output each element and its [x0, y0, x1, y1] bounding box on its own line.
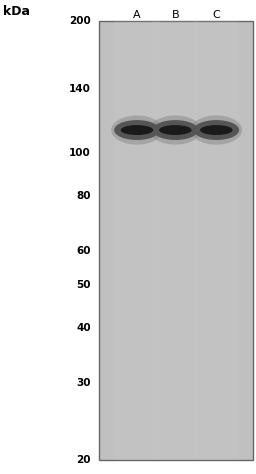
Text: 80: 80: [76, 191, 91, 201]
Ellipse shape: [194, 120, 239, 140]
Text: 40: 40: [76, 323, 91, 333]
Ellipse shape: [159, 125, 192, 135]
FancyBboxPatch shape: [193, 21, 239, 460]
Ellipse shape: [200, 125, 233, 135]
Text: 140: 140: [69, 84, 91, 94]
Text: B: B: [172, 10, 179, 20]
Ellipse shape: [111, 116, 163, 145]
FancyBboxPatch shape: [152, 21, 198, 460]
Ellipse shape: [150, 116, 201, 145]
Text: 50: 50: [76, 280, 91, 290]
Ellipse shape: [153, 120, 198, 140]
Text: kDa: kDa: [3, 5, 29, 18]
Text: 100: 100: [69, 148, 91, 158]
Ellipse shape: [114, 120, 160, 140]
Text: 30: 30: [76, 378, 91, 388]
Text: A: A: [133, 10, 141, 20]
Ellipse shape: [121, 125, 153, 135]
Text: C: C: [212, 10, 220, 20]
FancyBboxPatch shape: [99, 21, 253, 460]
FancyBboxPatch shape: [114, 21, 160, 460]
Text: 60: 60: [76, 246, 91, 255]
Text: 200: 200: [69, 16, 91, 27]
Text: 20: 20: [76, 455, 91, 465]
Ellipse shape: [190, 116, 242, 145]
